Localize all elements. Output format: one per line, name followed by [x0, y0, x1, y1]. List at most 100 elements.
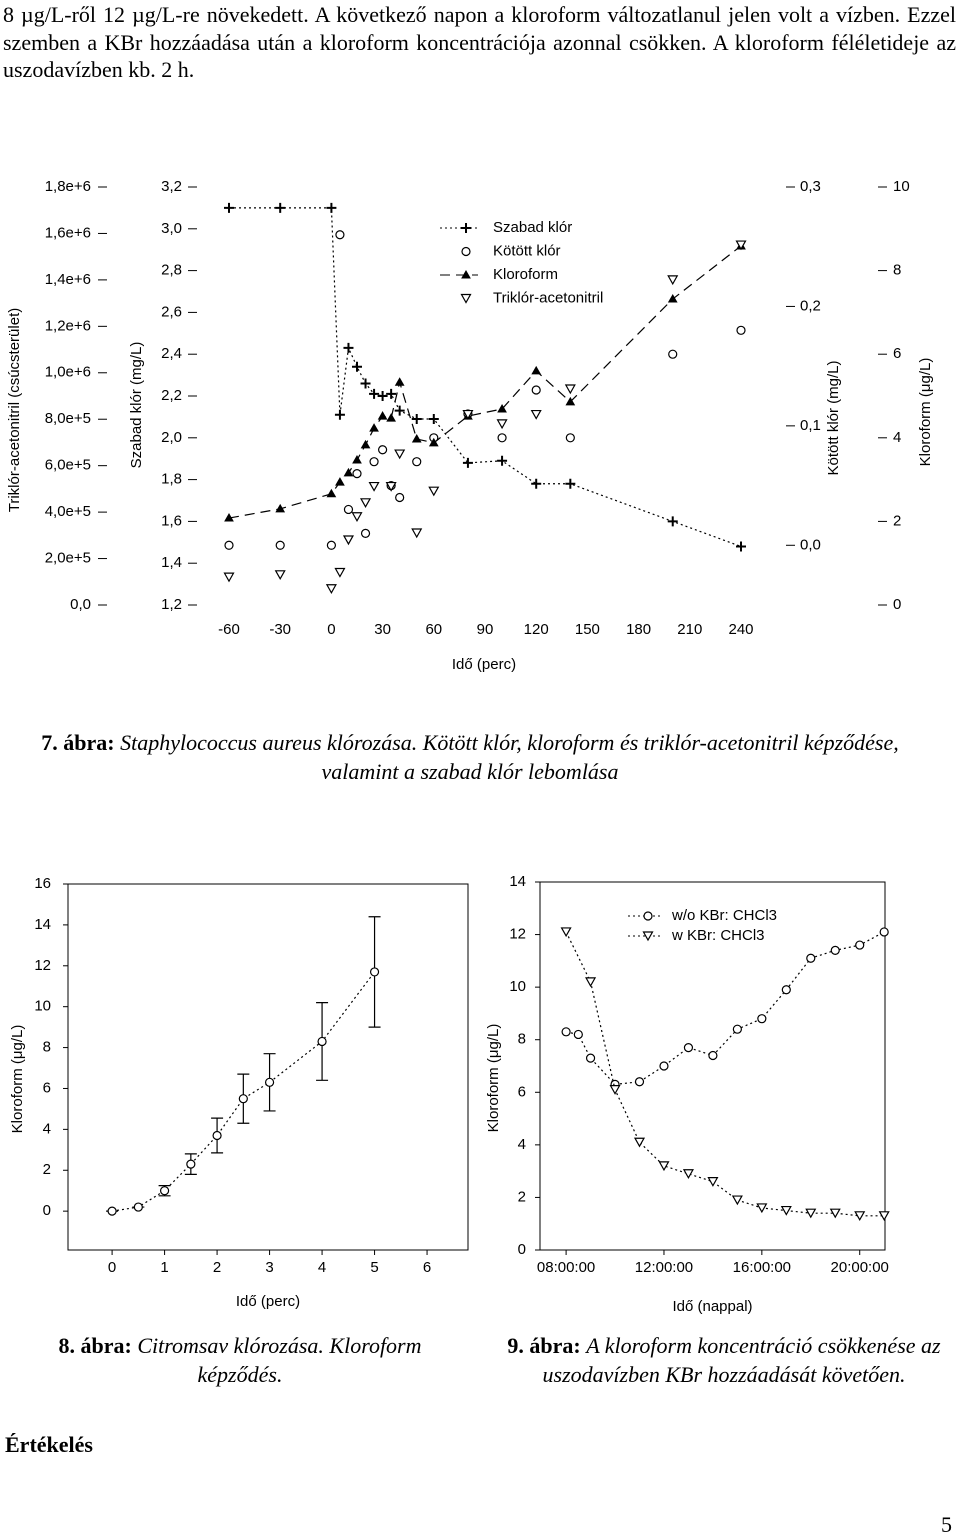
x-tick-label: 240 [728, 621, 753, 638]
marker-triangle-down [682, 1169, 694, 1179]
marker-circle [186, 1159, 196, 1169]
marker-circle [708, 1050, 718, 1061]
y-tick-label: 4 [893, 429, 901, 446]
caption: 9. ábra: A kloroform koncentráció csökke… [485, 1331, 960, 1389]
y-axis-title: Kloroform (μg/L) [917, 358, 934, 467]
marker-triangle-down [334, 567, 346, 578]
marker-circle [326, 540, 336, 550]
legend-label: Szabad klór [493, 219, 572, 236]
marker-triangle-down [342, 535, 354, 546]
x-axis-title: Idő (perc) [236, 1293, 300, 1310]
series-line [228, 245, 742, 519]
y-tick-label: 1,2 [161, 596, 182, 613]
marker-circle [107, 1206, 117, 1216]
legend-label: Triklór-acetonitril [493, 289, 603, 306]
y-axis-title: Kötött klór (mg/L) [825, 360, 842, 475]
y-axis-title: Kloroform (μg/L) [485, 1024, 502, 1133]
marker-plus [343, 342, 354, 353]
marker-circle [668, 349, 678, 359]
y-tick-label: 2,8 [161, 262, 182, 279]
marker-plus [369, 388, 380, 399]
y-tick-label: 10 [509, 978, 526, 995]
marker-triangle-down [707, 1177, 719, 1187]
marker-triangle-up [386, 413, 396, 422]
series-line [565, 931, 885, 1086]
legend-label: Kötött klór [493, 242, 561, 259]
x-tick-label: 0 [327, 621, 335, 638]
y-tick-label: 2,0e+5 [45, 550, 91, 567]
marker-plus [411, 413, 422, 424]
x-tick-label: 120 [524, 621, 549, 638]
marker-circle [224, 540, 234, 550]
y-tick-label: 6 [518, 1083, 526, 1100]
marker-circle [369, 967, 380, 977]
marker-circle [317, 1036, 327, 1047]
caption-label: 8. ábra: [58, 1333, 132, 1358]
marker-circle [736, 325, 746, 335]
marker-triangle-up [343, 467, 354, 477]
marker-circle [531, 385, 541, 395]
y-axis-title: Szabad klór (mg/L) [128, 342, 145, 469]
legend-label: Kloroform [493, 266, 558, 283]
y-tick-label: 2,6 [161, 303, 182, 320]
legend-label: w KBr: CHCl3 [671, 927, 765, 944]
y-tick-label: 14 [509, 873, 526, 890]
marker-triangle-down [325, 584, 337, 594]
y-tick-label: 2,2 [161, 387, 182, 404]
caption-text: Citromsav klórozása. Kloroform képződés. [137, 1333, 422, 1387]
marker-circle [643, 911, 653, 921]
y-tick-label: 0 [893, 596, 901, 613]
marker-plus [531, 478, 542, 489]
marker-triangle-down [460, 293, 472, 304]
marker-triangle-down [735, 240, 747, 251]
marker-triangle-down [658, 1161, 670, 1172]
marker-circle [461, 246, 471, 257]
marker-circle [412, 457, 422, 467]
marker-circle [133, 1202, 143, 1212]
x-tick-label: -60 [218, 621, 240, 638]
marker-triangle-up [565, 396, 576, 406]
marker-triangle-down [360, 498, 372, 509]
marker-circle [497, 433, 507, 443]
marker-triangle-down [530, 409, 542, 420]
marker-circle [855, 940, 865, 950]
y-tick-label: 0,1 [800, 417, 821, 434]
marker-triangle-down [368, 481, 380, 492]
x-tick-label: 12:00:00 [635, 1259, 693, 1276]
y-tick-label: 0 [43, 1202, 51, 1219]
y-tick-label: 10 [893, 178, 910, 195]
marker-triangle-up [275, 503, 286, 513]
x-tick-label: 6 [423, 1259, 431, 1276]
y-tick-label: 1,0e+6 [45, 364, 91, 381]
marker-circle [781, 985, 791, 995]
y-tick-label: 1,4e+6 [45, 271, 91, 288]
marker-triangle-down [642, 931, 654, 942]
marker-triangle-down [756, 1203, 768, 1214]
y-tick-label: 6 [893, 345, 901, 362]
marker-triangle-up [411, 434, 422, 443]
legend-label: w/o KBr: CHCl3 [671, 907, 777, 924]
marker-triangle-down [585, 977, 597, 988]
x-tick-label: 180 [626, 621, 651, 638]
y-tick-label: 0,3 [800, 178, 821, 195]
y-tick-label: 0 [518, 1241, 526, 1258]
x-tick-label: 150 [575, 621, 600, 638]
marker-triangle-down [394, 449, 406, 460]
marker-triangle-up [352, 454, 362, 464]
y-tick-label: 6,0e+5 [45, 457, 91, 474]
marker-triangle-down [731, 1195, 743, 1206]
marker-triangle-up [369, 423, 379, 432]
marker-plus [462, 457, 473, 468]
marker-plus [497, 455, 508, 466]
marker-triangle-down [564, 384, 576, 395]
x-tick-label: 3 [265, 1259, 273, 1276]
marker-triangle-down [351, 512, 363, 522]
y-tick-label: 0,0 [800, 536, 821, 553]
y-axis-title: Triklór-acetonitril (csúcsterület) [6, 308, 23, 513]
marker-triangle-down [633, 1137, 646, 1148]
plot-frame [67, 883, 469, 1251]
marker-circle [634, 1077, 645, 1087]
y-tick-label: 12 [34, 957, 51, 974]
